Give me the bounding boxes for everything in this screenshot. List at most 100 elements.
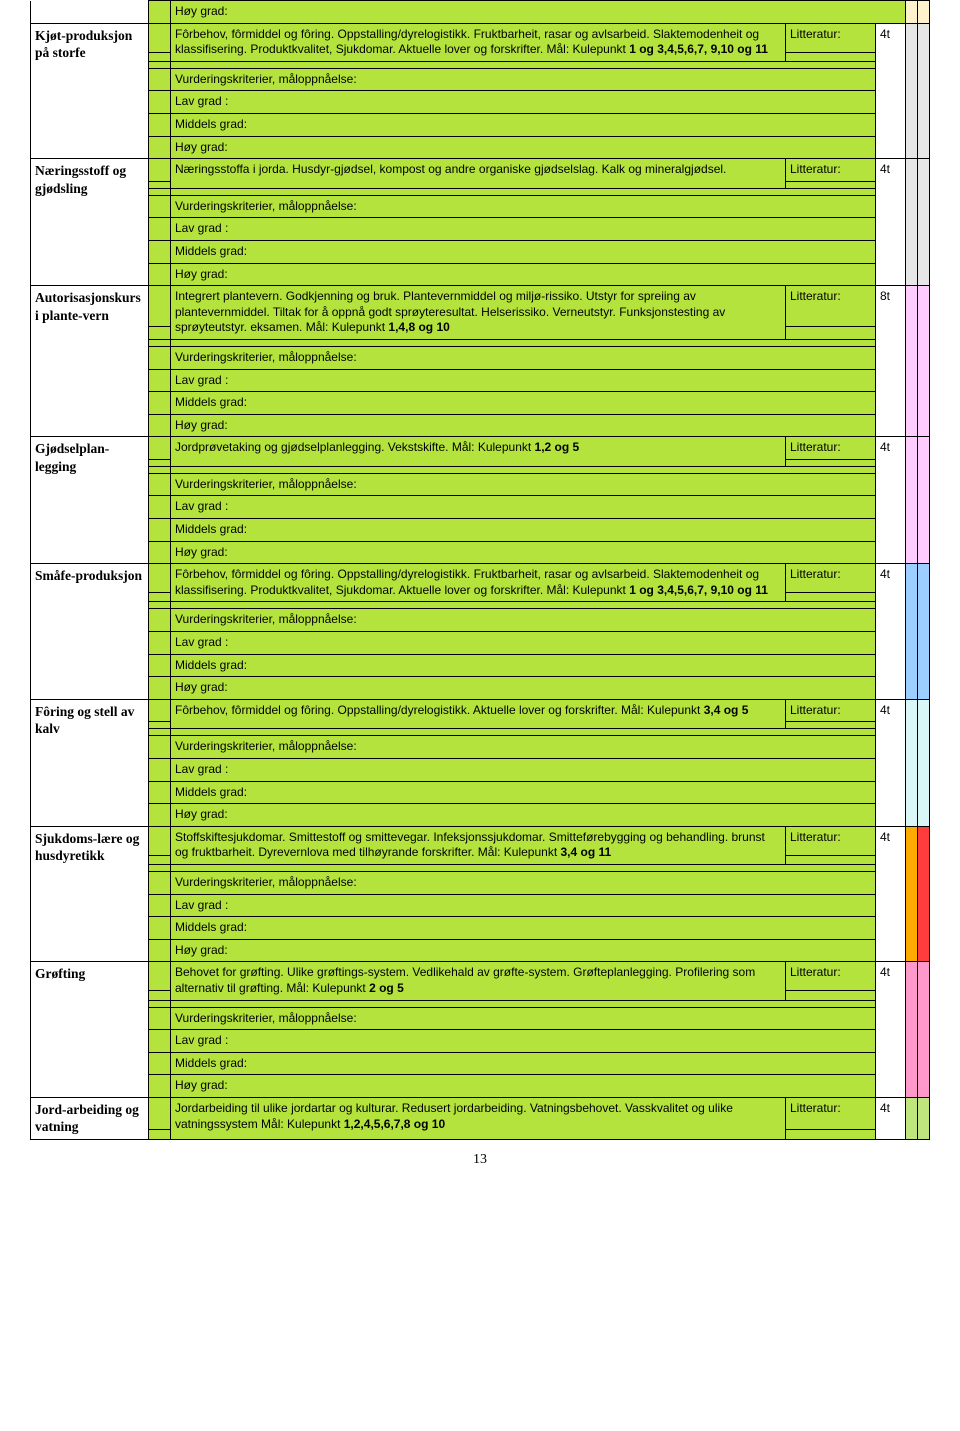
cell — [171, 61, 876, 68]
cell — [149, 609, 171, 632]
cell — [171, 1000, 876, 1007]
grade-high: Høy grad: — [171, 804, 876, 827]
cell — [149, 327, 171, 340]
color-bar-1 — [906, 826, 918, 962]
topic-label: Sjukdoms-lære og husdyretikk — [31, 826, 149, 962]
hours: 8t — [876, 286, 906, 437]
topic-label: Autorisasjonskurs i plante-vern — [31, 286, 149, 437]
hours: 4t — [876, 23, 906, 159]
vurdering: Vurderingskriterier, måloppnåelse: — [171, 68, 876, 91]
color-bar-2 — [918, 962, 930, 1098]
cell — [149, 91, 171, 114]
color-bar-2 — [918, 699, 930, 826]
cell — [149, 459, 171, 466]
color-bar-2 — [918, 23, 930, 159]
cell — [786, 459, 876, 466]
cell — [149, 1130, 171, 1140]
cell — [149, 939, 171, 962]
cell — [149, 218, 171, 241]
grade-high: Høy grad: — [171, 939, 876, 962]
cell — [149, 917, 171, 940]
grade-mid: Middels grad: — [171, 113, 876, 136]
topic-desc: Fôrbehov, fôrmiddel og fôring. Oppstalli… — [171, 23, 786, 61]
cell — [149, 1007, 171, 1030]
hours: 4t — [876, 1097, 906, 1139]
color-bar-2 — [918, 437, 930, 564]
vurdering: Vurderingskriterier, måloppnåelse: — [171, 871, 876, 894]
litteratur: Litteratur: — [786, 286, 876, 327]
topic-label: Jord-arbeiding og vatning — [31, 1097, 149, 1139]
grade-mid: Middels grad: — [171, 781, 876, 804]
cell — [149, 240, 171, 263]
color-bar — [918, 1, 930, 24]
grade-mid: Middels grad: — [171, 917, 876, 940]
grade-mid: Middels grad: — [171, 392, 876, 415]
grade-mid: Middels grad: — [171, 519, 876, 542]
grade-high: Høy grad: — [171, 414, 876, 437]
grade-low: Lav grad : — [171, 218, 876, 241]
color-bar-2 — [918, 826, 930, 962]
cell — [149, 804, 171, 827]
topic-desc: Integrert plantevern. Godkjenning og bru… — [171, 286, 786, 340]
topic-label: Næringsstoff og gjødsling — [31, 159, 149, 286]
grade-low: Lav grad : — [171, 1030, 876, 1053]
grade-low: Lav grad : — [171, 91, 876, 114]
cell — [786, 722, 876, 729]
cell — [149, 1000, 171, 1007]
cell — [149, 473, 171, 496]
grade-high: Høy grad: — [171, 677, 876, 700]
cell — [149, 677, 171, 700]
cell — [149, 894, 171, 917]
cell — [786, 52, 876, 61]
color-bar-1 — [906, 699, 918, 826]
cell — [149, 654, 171, 677]
grade-high: Høy grad: — [171, 136, 876, 159]
cell — [786, 855, 876, 864]
grade-low: Lav grad : — [171, 496, 876, 519]
cell — [149, 1052, 171, 1075]
cell — [149, 414, 171, 437]
cell — [149, 564, 171, 593]
cell — [149, 991, 171, 1000]
color-bar-2 — [918, 159, 930, 286]
grade-high: Høy grad: — [171, 541, 876, 564]
vurdering: Vurderingskriterier, måloppnåelse: — [171, 609, 876, 632]
cell — [149, 519, 171, 542]
cell — [149, 23, 171, 52]
cell — [149, 541, 171, 564]
cell — [171, 466, 876, 473]
vurdering: Vurderingskriterier, måloppnåelse: — [171, 195, 876, 218]
cell — [171, 188, 876, 195]
color-bar-1 — [906, 286, 918, 437]
topic-desc: Fôrbehov, fôrmiddel og fôring. Oppstalli… — [171, 699, 786, 729]
cell — [149, 113, 171, 136]
cell — [149, 136, 171, 159]
litteratur: Litteratur: — [786, 699, 876, 722]
litteratur: Litteratur: — [786, 1097, 876, 1129]
topic-label: Småfe-produksjon — [31, 564, 149, 700]
grade-low: Lav grad : — [171, 632, 876, 655]
cell — [786, 1130, 876, 1140]
cell — [149, 159, 171, 182]
cell — [149, 195, 171, 218]
cell — [149, 68, 171, 91]
spacer — [31, 1, 149, 24]
cell — [149, 722, 171, 729]
color-bar-1 — [906, 1097, 918, 1139]
hours: 4t — [876, 699, 906, 826]
color-bar-1 — [906, 962, 918, 1098]
cell — [149, 1097, 171, 1129]
cell — [149, 181, 171, 188]
cell — [149, 496, 171, 519]
cell — [171, 864, 876, 871]
cell — [171, 729, 876, 736]
cell — [149, 263, 171, 286]
cell — [149, 759, 171, 782]
color-bar — [906, 1, 918, 24]
litteratur: Litteratur: — [786, 826, 876, 855]
litteratur: Litteratur: — [786, 564, 876, 593]
cell — [149, 593, 171, 602]
cell — [149, 871, 171, 894]
hours: 4t — [876, 564, 906, 700]
cell — [149, 1030, 171, 1053]
